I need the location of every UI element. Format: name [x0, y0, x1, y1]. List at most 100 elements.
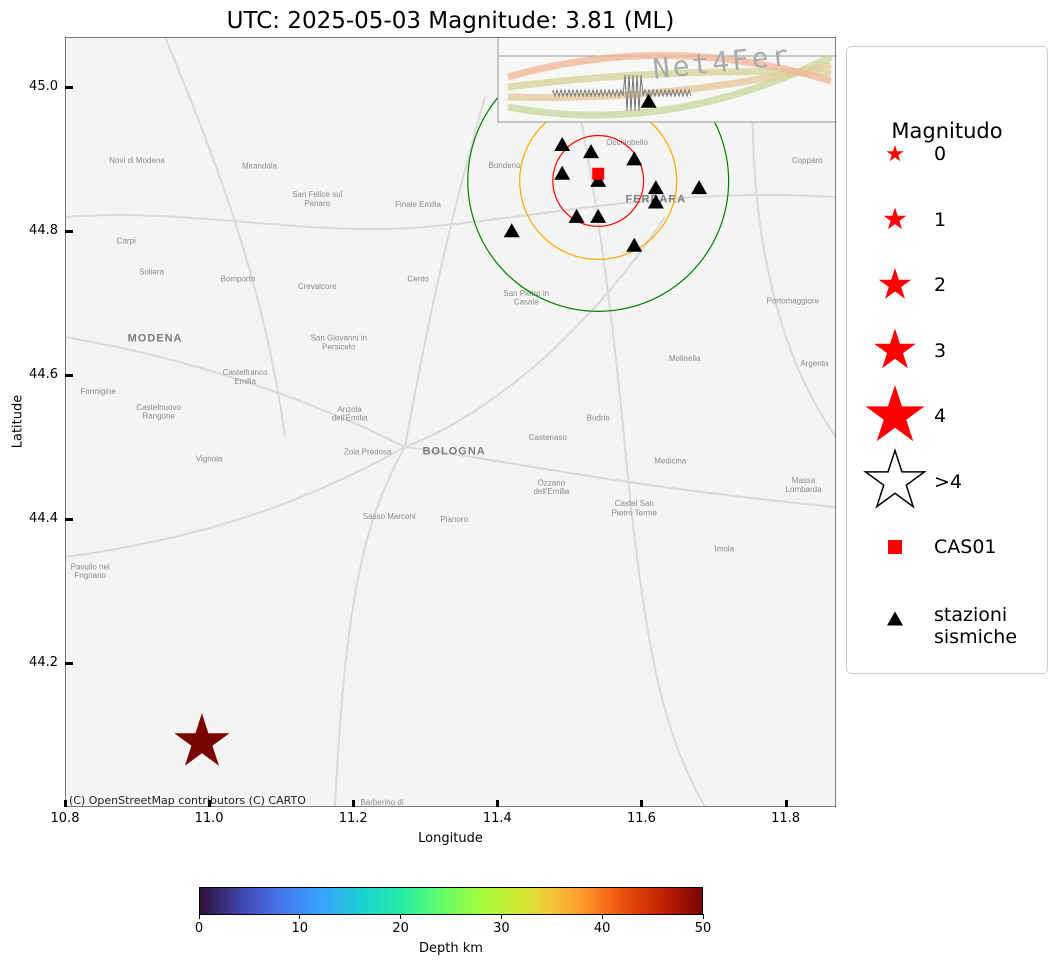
x-tick-label: 11.6 [626, 811, 656, 826]
station-triangle[interactable] [626, 151, 643, 166]
colorbar-tick [400, 914, 402, 919]
place-label: Pietro Terme [612, 509, 658, 518]
place-label: Frignano [74, 571, 106, 580]
place-label: BOLOGNA [422, 445, 485, 457]
legend-label: 3 [934, 339, 947, 362]
map-area[interactable]: Novi di Modena Mirandola San Felice sul Pan… [65, 37, 836, 807]
x-tick-label: 11.8 [771, 811, 801, 826]
station-triangle[interactable] [647, 194, 664, 209]
station-triangle[interactable] [554, 165, 571, 180]
place-label: Barberino di [360, 798, 403, 807]
place-label: Molinella [669, 354, 701, 363]
place-label: Copparo [792, 156, 823, 165]
x-tick-label: 11.0 [194, 811, 224, 826]
place-label: Portomaggiore [767, 296, 820, 305]
place-label: Crevalcore [298, 282, 337, 291]
place-label: Anzola [337, 405, 362, 414]
x-tick-label: 11.2 [338, 811, 368, 826]
place-label: Sasso Marconi [363, 512, 416, 521]
station-triangle[interactable] [590, 208, 607, 223]
place-label: Panaro [304, 199, 330, 208]
colorbar-tick [299, 914, 301, 919]
colorbar-tick [500, 914, 502, 919]
x-tick [64, 800, 67, 807]
place-label: Rangone [142, 411, 175, 420]
y-tick-label: 45.0 [29, 79, 58, 95]
place-label: Carpi [117, 237, 136, 246]
place-label: Massa [792, 476, 816, 485]
map-attribution: (C) OpenStreetMap contributors (C) CARTO [69, 794, 306, 807]
legend-label: >4 [934, 470, 963, 493]
legend-label: 1 [934, 208, 947, 231]
y-tick-label: 44.2 [29, 655, 58, 671]
place-label: Bomporto [221, 275, 256, 284]
y-axis-label: Latitude [10, 394, 26, 449]
road-network [65, 37, 836, 807]
colorbar-tick-label: 40 [593, 921, 611, 936]
station-triangle[interactable] [647, 180, 664, 195]
station-triangle[interactable] [583, 144, 600, 159]
place-label: San Giovanni in [311, 334, 367, 343]
legend-label: 0 [934, 143, 947, 165]
place-label: Pianoro [440, 515, 468, 524]
station-triangle[interactable] [590, 172, 607, 187]
place-label: Castelfranco [223, 368, 268, 377]
y-tick-label: 44.4 [29, 511, 58, 527]
legend: Magnitudo [846, 46, 1048, 674]
cas01-station [592, 167, 605, 180]
epicenter-star[interactable] [174, 713, 230, 766]
place-label: Casale [514, 298, 539, 307]
epicenter-marker [174, 713, 230, 766]
cas01-square[interactable] [592, 167, 605, 180]
x-axis-label: Longitude [418, 831, 483, 846]
place-label: Soliera [139, 267, 164, 276]
legend-title: Magnitudo [891, 119, 1003, 143]
place-label: Ozzano [538, 478, 566, 487]
place-label: Castelnuovo [136, 403, 181, 412]
x-tick [208, 800, 212, 807]
station-triangle[interactable] [691, 180, 708, 195]
place-label: Finale Emilia [395, 200, 441, 209]
place-label: Occhiobello [606, 138, 648, 147]
x-tick [352, 800, 356, 807]
depth-colorbar [199, 887, 703, 915]
colorbar-label: Depth km [419, 941, 483, 956]
y-tick [65, 662, 73, 666]
place-label: Emilia [234, 377, 256, 386]
place-label: Argenta [800, 359, 829, 368]
place-label: Cento [407, 275, 429, 284]
map-canvas: Novi di Modena Mirandola San Felice sulPan… [65, 37, 836, 807]
colorbar-tick [601, 914, 603, 919]
place-label: Castenaso [529, 433, 568, 442]
legend-label: stazioni sismiche [934, 603, 1018, 648]
station-triangle[interactable] [568, 208, 585, 223]
place-label: Novi di Modena [109, 156, 165, 165]
station-triangle[interactable] [640, 93, 657, 108]
legend-label: 4 [934, 405, 947, 427]
place-label: Imola [715, 545, 735, 554]
place-label: Vignola [196, 455, 223, 464]
x-tick-label: 11.4 [482, 811, 512, 826]
legend-label: CAS01 [934, 536, 997, 558]
colorbar-tick-label: 20 [392, 921, 409, 936]
distance-ring [552, 134, 645, 227]
x-tick [784, 800, 788, 807]
colorbar-tick [198, 914, 200, 919]
place-label: Budrio [587, 414, 611, 423]
station-triangle[interactable] [503, 223, 520, 238]
place-label: Formigine [80, 387, 116, 396]
place-label: Bondeno [489, 161, 522, 170]
basemap-background [65, 37, 836, 807]
y-tick-label: 44.8 [29, 223, 58, 239]
colorbar-tick-label: 10 [291, 921, 309, 936]
seismic-stations [503, 93, 708, 252]
x-tick [640, 800, 644, 807]
place-label: San Felice sul [292, 190, 342, 199]
place-label: MODENA [128, 332, 183, 344]
place-label: dell'Emilia [332, 414, 368, 423]
place-label: Pavullo nel [71, 563, 110, 572]
station-triangle[interactable] [626, 237, 643, 252]
colorbar-tick-label: 0 [194, 921, 204, 936]
x-tick [496, 800, 500, 807]
station-triangle[interactable] [554, 136, 571, 151]
